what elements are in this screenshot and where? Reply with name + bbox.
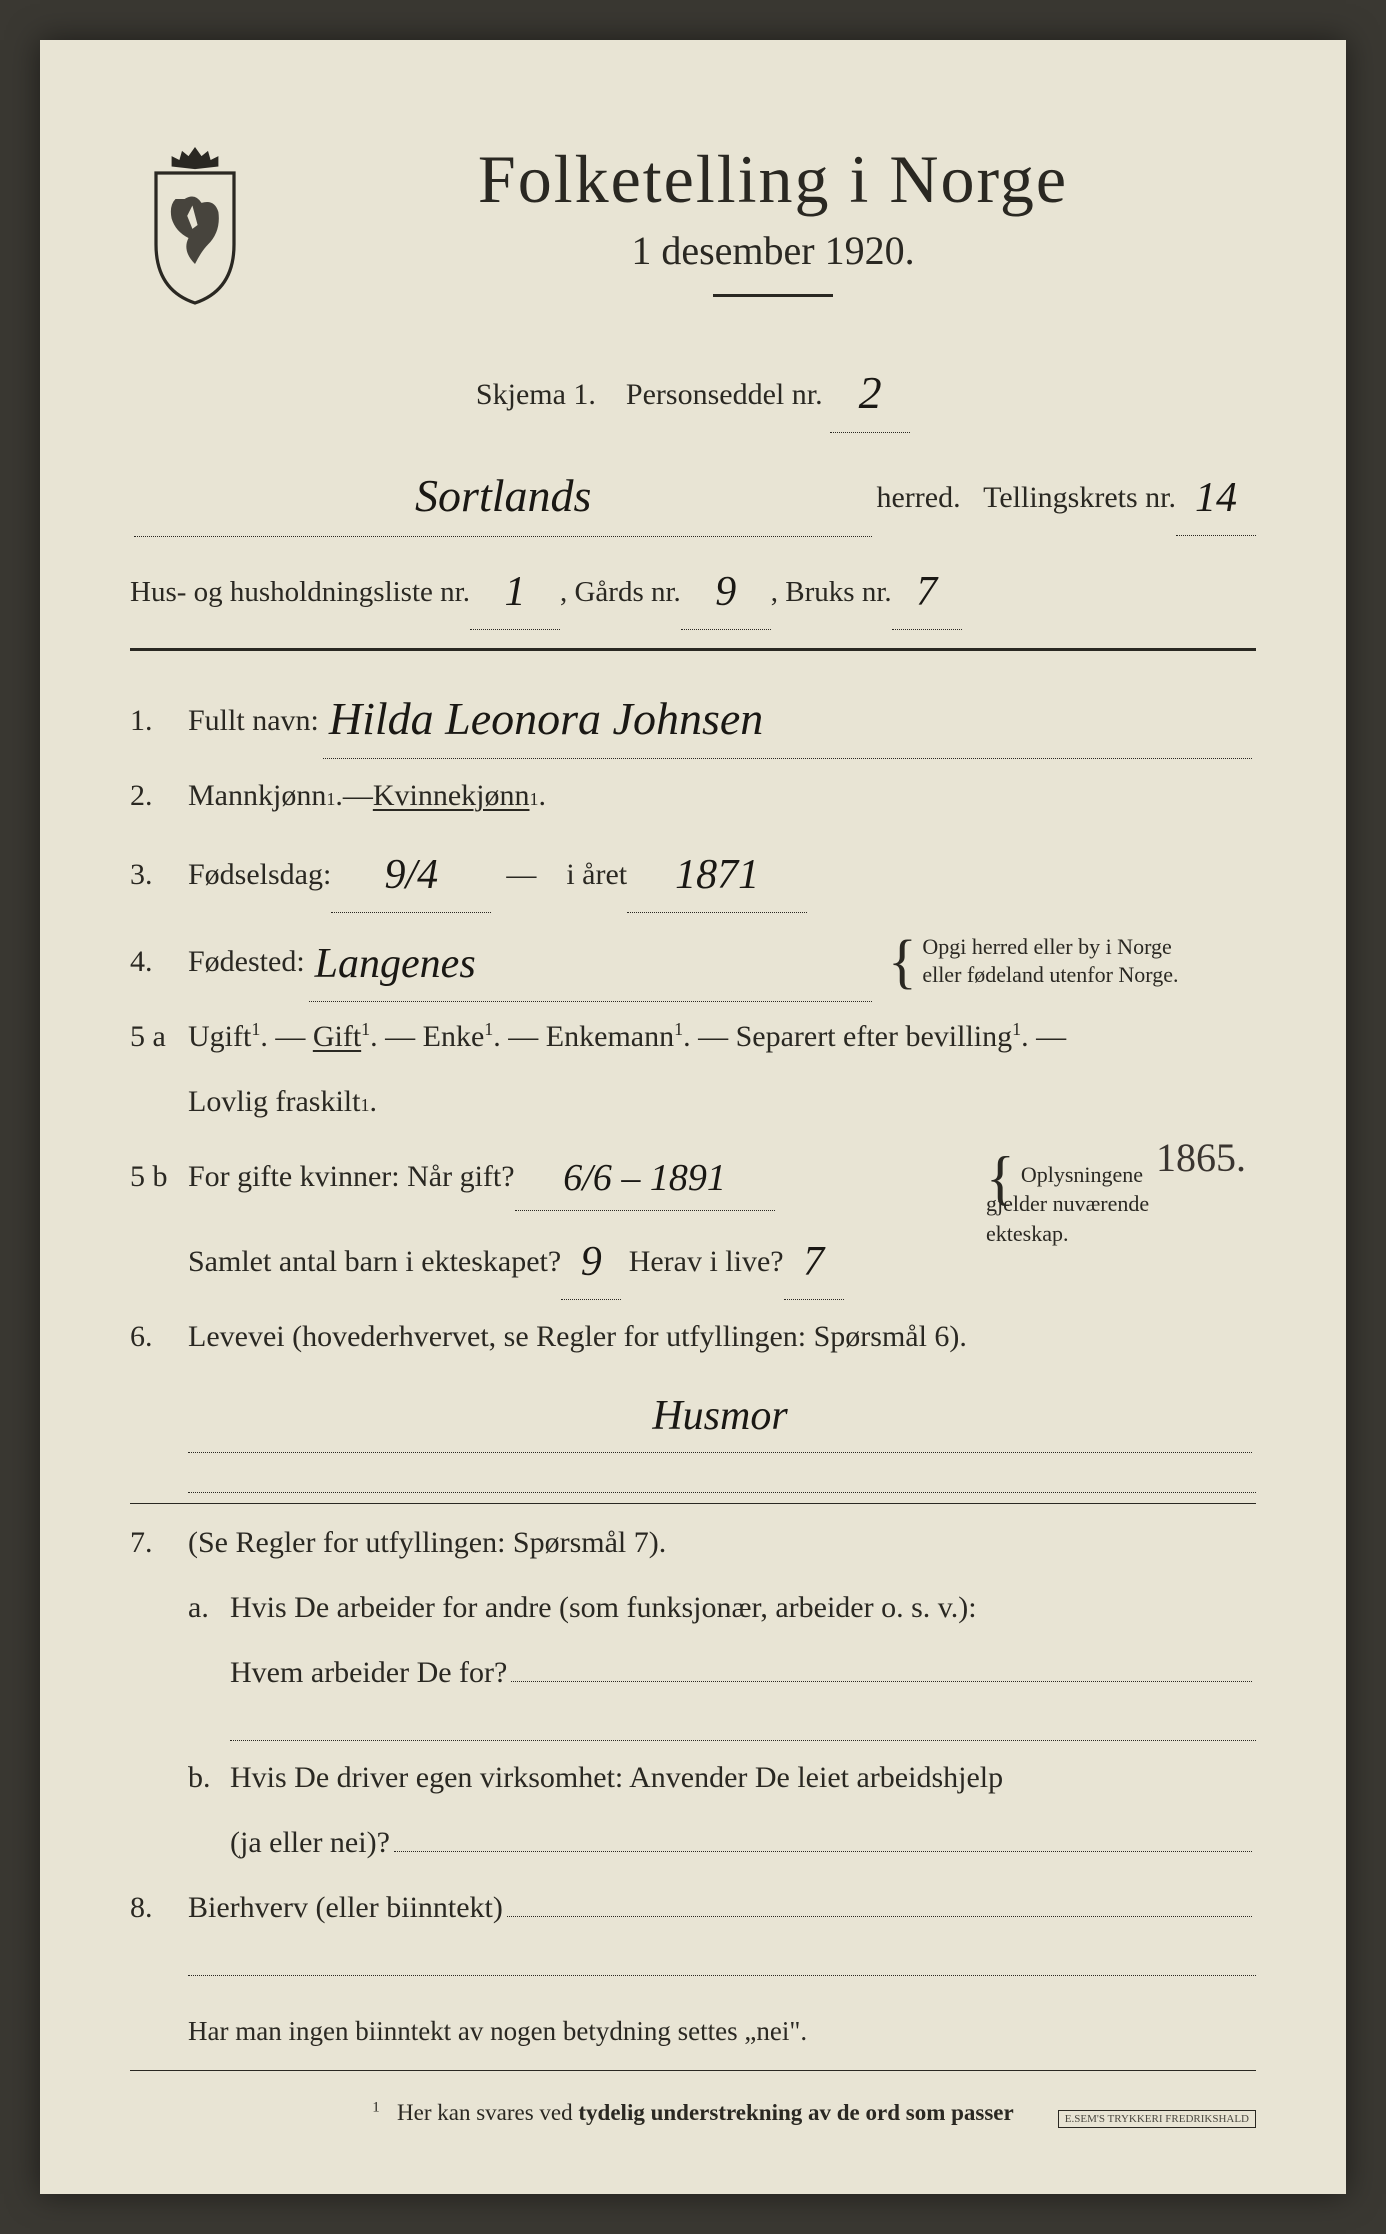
q7b-row2: (ja eller nei)? bbox=[130, 1814, 1256, 1871]
q8-num: 8. bbox=[130, 1879, 188, 1936]
subtitle: 1 desember 1920. bbox=[290, 227, 1256, 274]
form-body: Skjema 1. Personseddel nr. 2 Sortlands h… bbox=[130, 345, 1256, 2134]
q7-num: 7. bbox=[130, 1514, 188, 1571]
footnote-text: Her kan svares ved tydelig understreknin… bbox=[397, 2100, 1014, 2125]
herred-name: Sortlands bbox=[415, 470, 591, 521]
schema-line: Skjema 1. Personseddel nr. 2 bbox=[130, 345, 1256, 433]
rule-1 bbox=[130, 648, 1256, 651]
q7a-num: a. bbox=[188, 1579, 230, 1636]
q5a-num: 5 a bbox=[130, 1008, 188, 1065]
q2-mann: Mannkjønn bbox=[188, 767, 326, 824]
census-form-document: Folketelling i Norge 1 desember 1920. Sk… bbox=[40, 40, 1346, 2194]
bruks-label: , Bruks nr. bbox=[771, 565, 892, 620]
person-label: Personseddel nr. bbox=[626, 378, 823, 411]
gards-nr: 9 bbox=[715, 569, 736, 615]
herred-line: Sortlands herred. Tellingskrets nr. 14 bbox=[130, 448, 1256, 536]
herred-label: herred. bbox=[876, 469, 960, 526]
q5b-label: For gifte kvinner: Når gift? bbox=[188, 1148, 515, 1205]
title-block: Folketelling i Norge 1 desember 1920. bbox=[290, 140, 1256, 297]
telling-label: Tellingskrets nr. bbox=[983, 469, 1176, 526]
q3-dash: — bbox=[506, 846, 536, 903]
q2-row: 2. Mannkjønn1. — Kvinnekjønn1. bbox=[130, 767, 1256, 824]
main-title: Folketelling i Norge bbox=[290, 140, 1256, 219]
q5b-live-label: Herav i live? bbox=[629, 1233, 784, 1290]
q1-row: 1. Fullt navn: Hilda Leonora Johnsen bbox=[130, 671, 1256, 759]
q4-label: Fødested: bbox=[188, 933, 305, 990]
q3-day: 9/4 bbox=[385, 852, 439, 898]
q4-note-line1: Opgi herred eller by i Norge bbox=[922, 934, 1171, 959]
q6-value: Husmor bbox=[652, 1393, 787, 1439]
biinntekt-note: Har man ingen biinntekt av nogen betydni… bbox=[188, 2006, 1256, 2057]
coat-of-arms-icon bbox=[130, 140, 260, 310]
rule-3 bbox=[130, 2070, 1256, 2071]
q6-num: 6. bbox=[130, 1308, 188, 1365]
q3-num: 3. bbox=[130, 846, 188, 903]
q5a-enkemann: Enkemann bbox=[546, 1020, 674, 1053]
q5a-enke: Enke bbox=[423, 1020, 485, 1053]
q7a-row1: a. Hvis De arbeider for andre (som funks… bbox=[130, 1579, 1256, 1636]
q4-value: Langenes bbox=[315, 941, 476, 987]
q4-row: 4. Fødested: Langenes { Opgi herred elle… bbox=[130, 921, 1256, 1002]
q5b-side-line2: gjelder nuværende bbox=[986, 1191, 1149, 1216]
q5a-lovlig: Lovlig fraskilt bbox=[188, 1073, 360, 1130]
husliste-nr: 1 bbox=[504, 569, 525, 615]
q5b-barn-label: Samlet antal barn i ekteskapet? bbox=[188, 1233, 561, 1290]
q4-num: 4. bbox=[130, 933, 188, 990]
q4-note: { Opgi herred eller by i Norge eller fød… bbox=[876, 933, 1256, 990]
q1-label: Fullt navn: bbox=[188, 692, 319, 749]
q4-note-line2: eller fødeland utenfor Norge. bbox=[922, 962, 1178, 987]
gards-label: , Gårds nr. bbox=[560, 565, 681, 620]
q7a-line2: Hvem arbeider De for? bbox=[230, 1644, 507, 1701]
q8-row: 8. Bierhverv (eller biinntekt) bbox=[130, 1879, 1256, 1936]
q5b-side-note: { Oplysningene gjelder nuværende ekteska… bbox=[986, 1160, 1256, 1249]
q3-label: Fødselsdag: bbox=[188, 846, 331, 903]
q5a-ugift: Ugift bbox=[188, 1020, 251, 1053]
husliste-label: Hus- og husholdningsliste nr. bbox=[130, 565, 470, 620]
q2-num: 2. bbox=[130, 767, 188, 824]
q5b-side-line3: ekteskap. bbox=[986, 1221, 1068, 1246]
printer-mark: E.SEM'S TRYKKERI FREDRIKSHALD bbox=[1058, 2110, 1256, 2128]
q8-label: Bierhverv (eller biinntekt) bbox=[188, 1879, 503, 1936]
q3-year-label: i året bbox=[566, 846, 627, 903]
q7a-line1: Hvis De arbeider for andre (som funksjon… bbox=[230, 1579, 977, 1636]
q5b-side-line1: Oplysningene bbox=[1021, 1162, 1143, 1187]
q2-kvinne: Kvinnekjønn bbox=[373, 767, 530, 824]
q7b-row1: b. Hvis De driver egen virksomhet: Anven… bbox=[130, 1749, 1256, 1806]
person-nr: 2 bbox=[859, 367, 882, 418]
q7b-num: b. bbox=[188, 1749, 230, 1806]
q6-value-line: Husmor bbox=[130, 1373, 1256, 1454]
q3-year: 1871 bbox=[675, 852, 759, 898]
q5b-block: 1865. { Oplysningene gjelder nuværende e… bbox=[130, 1138, 1256, 1300]
q7a-blank bbox=[230, 1709, 1256, 1741]
header: Folketelling i Norge 1 desember 1920. bbox=[130, 140, 1256, 310]
q7b-line2: (ja eller nei)? bbox=[230, 1814, 390, 1871]
husliste-line: Hus- og husholdningsliste nr. 1 , Gårds … bbox=[130, 549, 1256, 630]
q5b-gift-value: 6/6 – 1891 bbox=[563, 1157, 726, 1199]
q1-num: 1. bbox=[130, 692, 188, 749]
q7a-row2: Hvem arbeider De for? bbox=[130, 1644, 1256, 1701]
q7-label: (Se Regler for utfyllingen: Spørsmål 7). bbox=[188, 1514, 666, 1571]
rule-2 bbox=[130, 1503, 1256, 1504]
q3-row: 3. Fødselsdag: 9/4 — i året 1871 bbox=[130, 832, 1256, 913]
q5a-separert: Separert efter bevilling bbox=[736, 1020, 1013, 1053]
q6-label: Levevei (hovederhvervet, se Regler for u… bbox=[188, 1308, 967, 1365]
q1-value: Hilda Leonora Johnsen bbox=[329, 693, 763, 744]
q5b-barn-value: 9 bbox=[581, 1239, 602, 1285]
q7b-line1: Hvis De driver egen virksomhet: Anvender… bbox=[230, 1749, 1003, 1806]
q5b-num: 5 b bbox=[130, 1148, 188, 1205]
schema-label: Skjema 1. bbox=[476, 378, 596, 411]
q6-row: 6. Levevei (hovederhvervet, se Regler fo… bbox=[130, 1308, 1256, 1365]
q6-blank-line bbox=[188, 1461, 1256, 1493]
q8-blank bbox=[188, 1944, 1256, 1976]
q5b-live-value: 7 bbox=[803, 1239, 824, 1285]
q7-row: 7. (Se Regler for utfyllingen: Spørsmål … bbox=[130, 1514, 1256, 1571]
title-rule bbox=[713, 294, 833, 297]
q5a-row2: Lovlig fraskilt1. bbox=[130, 1073, 1256, 1130]
q5a-row: 5 a Ugift1. — Gift1. — Enke1. — Enkemann… bbox=[130, 1008, 1256, 1065]
bruks-nr: 7 bbox=[916, 569, 937, 615]
q5a-gift: Gift bbox=[313, 1020, 361, 1053]
telling-nr: 14 bbox=[1195, 475, 1237, 521]
